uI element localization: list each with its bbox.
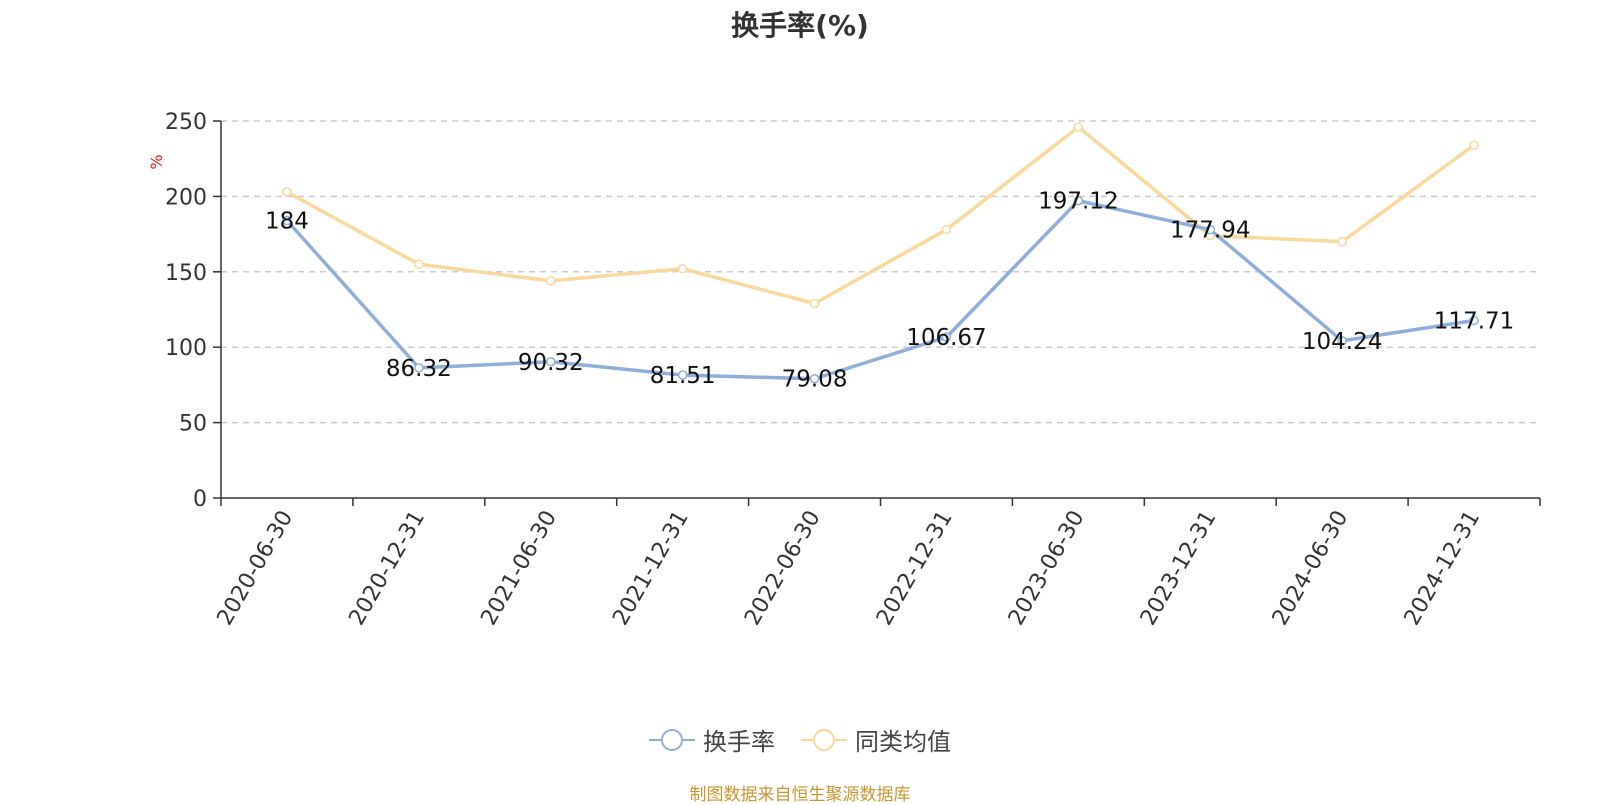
data-point-0 [941,332,952,342]
data-point-1 [809,298,820,309]
legend-marker-peer-average [801,728,847,751]
legend-marker-turnover [649,728,695,751]
data-point-0 [282,215,292,226]
x-tick-label: 2021-12-31 [608,507,694,630]
y-tick-label: 0 [193,487,207,512]
data-point-1 [282,187,292,197]
x-tick-label: 2020-06-30 [213,507,299,630]
x-tick-label: 2021-06-30 [476,507,562,630]
x-tick-label: 2020-12-31 [344,506,430,629]
data-label: 117.71 [1434,308,1514,334]
data-label: 177.94 [1170,218,1250,244]
data-label: 184 [265,209,309,235]
data-point-0 [1469,315,1479,326]
x-tick-label: 2022-12-31 [872,506,958,629]
series-line-0 [285,198,1475,381]
x-tick-label: 2022-06-30 [740,507,826,630]
data-label: 79.08 [782,367,848,393]
data-label: 86.32 [386,356,452,382]
data-point-1 [1469,140,1479,150]
source-note: 制图数据来自恒生聚源数据库 [689,785,911,805]
data-point-0 [414,363,424,373]
x-tick-label: 2024-12-31 [1400,507,1486,630]
y-tick-label: 100 [165,336,207,361]
data-point-1 [1073,122,1084,132]
data-label: 197.12 [1038,189,1118,215]
x-tick-label: 2023-06-30 [1004,507,1090,630]
data-point-1 [1337,236,1347,247]
y-tick-label: 200 [165,185,207,210]
data-point-1 [941,224,952,235]
series-line-1 [286,125,1476,306]
data-point-0 [677,370,688,380]
data-point-1 [546,276,556,286]
data-point-0 [1205,224,1215,235]
data-point-1 [414,259,424,270]
legend-label-peer-average: 同类均值 [855,728,951,756]
data-label: 104.24 [1302,329,1382,355]
y-axis-label: % [147,154,166,169]
chart-title: 换手率(%) [731,9,869,42]
x-tick-label: 2023-12-31 [1136,507,1222,630]
legend-label-turnover: 换手率 [703,728,775,756]
y-tick-label: 50 [179,412,207,437]
legend: 换手率 同类均值 [0,722,1600,757]
data-point-0 [1073,195,1084,206]
data-label: 81.51 [650,363,716,389]
data-point-1 [677,264,688,274]
legend-item-turnover[interactable]: 换手率 [649,722,775,757]
data-point-0 [546,357,556,367]
y-tick-label: 250 [165,110,207,135]
y-tick-label: 150 [165,261,207,286]
legend-item-peer-average[interactable]: 同类均值 [801,722,951,757]
x-tick-label: 2024-06-30 [1268,507,1354,630]
data-label: 90.32 [518,350,584,376]
data-point-0 [809,373,820,384]
data-point-0 [1337,336,1347,346]
data-label: 106.67 [906,325,986,351]
